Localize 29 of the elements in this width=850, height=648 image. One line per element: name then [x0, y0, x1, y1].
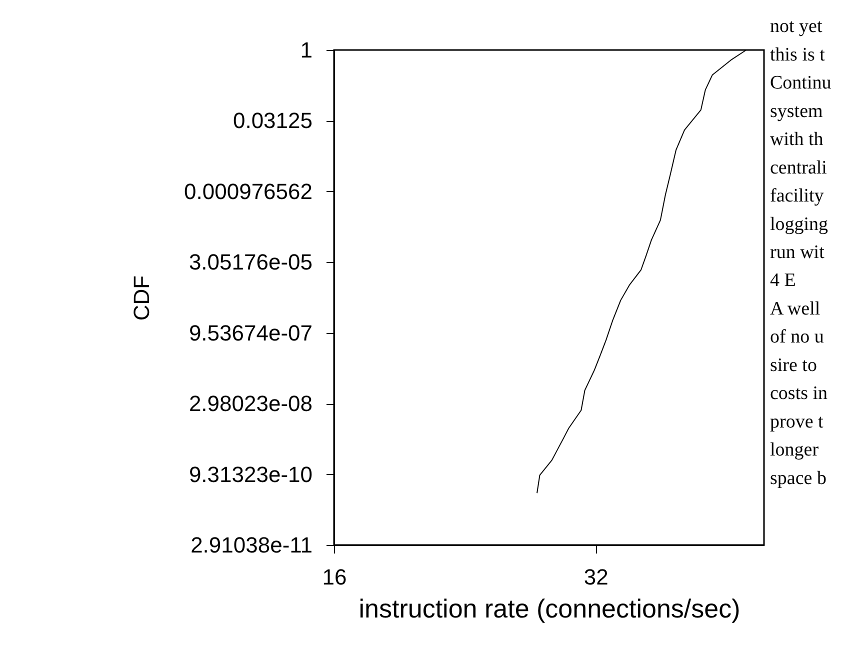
text: longer: [770, 440, 820, 461]
y-tick-label: 9.53674e-07: [188, 320, 312, 346]
text: sire to: [770, 354, 817, 376]
y-tick-label: 9.31323e-10: [188, 462, 312, 487]
text: facility: [770, 186, 824, 207]
text: with th: [770, 129, 824, 150]
x-axis-title: instruction rate (connections/sec): [358, 594, 740, 624]
x-tick-label: 32: [584, 564, 608, 590]
text: system: [770, 100, 823, 122]
text: centrali: [770, 157, 827, 178]
y-tick-label: 1: [300, 38, 312, 62]
text: 4 E: [770, 270, 796, 292]
y-tick-label: 2.98023e-08: [188, 391, 312, 416]
text: logging: [770, 214, 829, 235]
text: space b: [770, 468, 826, 489]
text: costs in: [770, 383, 828, 404]
text: prove t: [770, 411, 824, 432]
y-tick-label: 2.91038e-11: [190, 532, 312, 558]
text: not yet: [770, 16, 823, 38]
y-tick-label: 0.03125: [232, 108, 312, 134]
text: run wit: [770, 242, 826, 263]
text: this is t: [770, 44, 826, 66]
text: Continu: [770, 72, 832, 94]
x-tick-label: 16: [322, 564, 347, 590]
y-tick-label: 3.05176e-05: [188, 250, 312, 275]
y-axis-title: CDF: [129, 275, 154, 321]
text: of no u: [770, 326, 824, 348]
text: A well: [770, 298, 820, 320]
y-tick-label: 0.000976562: [184, 178, 312, 204]
